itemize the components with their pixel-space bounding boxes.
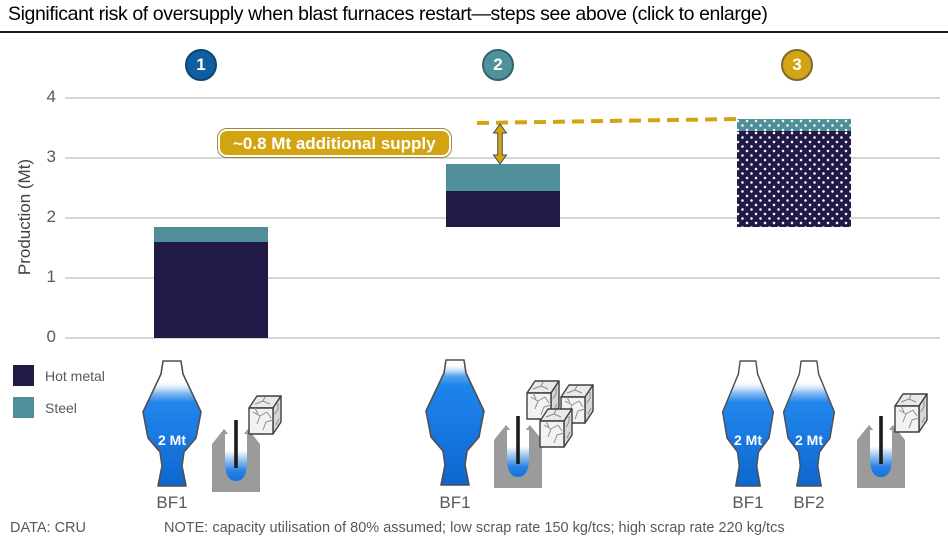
y-tick-label: 2 xyxy=(46,207,56,226)
ladle-icon xyxy=(494,416,542,488)
furnace-group-step3: 2 Mt 2 Mt BF1 BF2 xyxy=(721,360,928,512)
blast-furnace-icon xyxy=(142,360,202,487)
title-divider xyxy=(0,31,948,33)
furnace-name-label: BF1 xyxy=(156,493,187,512)
bar-step2-hot_metal xyxy=(445,191,560,227)
furnace-capacity-label: 2 Mt xyxy=(795,432,823,448)
y-tick-label: 4 xyxy=(46,87,56,106)
bar-step1-steel xyxy=(153,227,268,242)
furnace-capacity-label: 2 Mt xyxy=(158,432,186,448)
bar-step3-steel xyxy=(737,119,852,131)
step-number: 2 xyxy=(493,55,503,74)
step-number: 3 xyxy=(792,55,802,74)
legend-label-hot-metal: Hot metal xyxy=(45,368,105,384)
bar-step2-steel xyxy=(445,164,560,191)
scrap-cube-icon xyxy=(539,408,573,448)
y-tick-label: 0 xyxy=(46,327,56,346)
gridline xyxy=(65,97,940,99)
bar-step1-hot_metal xyxy=(153,242,268,338)
blast-furnace-icon xyxy=(782,360,836,487)
furnace-name-label: BF2 xyxy=(793,493,824,512)
scrap-cube-icon xyxy=(894,393,928,433)
footnote: NOTE: capacity utilisation of 80% assume… xyxy=(164,520,785,536)
y-tick-label: 1 xyxy=(46,267,56,286)
furnace-group-step2: BF1 xyxy=(425,359,594,512)
bar-step3-hot_metal xyxy=(737,131,852,227)
blast-furnace-icon xyxy=(425,359,485,486)
step-number: 1 xyxy=(196,55,206,74)
y-tick-label: 3 xyxy=(46,147,56,166)
gridline xyxy=(65,277,940,279)
scrap-cube-icon xyxy=(248,395,282,435)
step-badge-2: 2 xyxy=(482,49,514,81)
furnace-name-label: BF1 xyxy=(732,493,763,512)
furnace-group-step1: 2 Mt BF1 xyxy=(142,360,282,512)
blast-furnace-icon xyxy=(721,360,775,487)
data-source: DATA: CRU xyxy=(10,520,86,536)
legend-swatch-steel xyxy=(13,397,34,418)
step-badge-1: 1 xyxy=(185,49,217,81)
furnace-capacity-label: 2 Mt xyxy=(734,432,762,448)
additional-supply-callout: ~0.8 Mt additional supply xyxy=(217,128,452,158)
page-title[interactable]: Significant risk of oversupply when blas… xyxy=(8,3,768,25)
gridline xyxy=(65,337,940,339)
legend-label-steel: Steel xyxy=(45,400,77,416)
furnace-name-label: BF1 xyxy=(439,493,470,512)
legend-swatch-hot-metal xyxy=(13,365,34,386)
step-badge-3: 3 xyxy=(781,49,813,81)
